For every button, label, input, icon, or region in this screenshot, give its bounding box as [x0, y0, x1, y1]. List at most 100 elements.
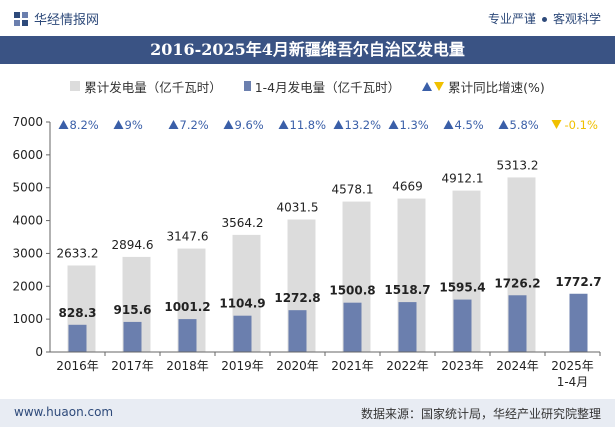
slogan-left: 专业严谨 — [487, 12, 536, 26]
y-tick-label: 4000 — [12, 214, 43, 228]
slogan-dot-icon — [541, 17, 547, 22]
y-tick-label: 0 — [35, 345, 43, 359]
growth-annotation: 4.5% — [443, 118, 484, 132]
brand-name: 华经情报网 — [34, 13, 100, 28]
growth-up-arrow-icon — [113, 120, 124, 129]
legend-label-total: 累计发电量（亿千瓦时） — [84, 79, 222, 95]
data-label-ytd: 1104.9 — [219, 297, 265, 311]
x-tick-label: 2021年 — [331, 359, 374, 373]
growth-down-arrow-icon — [551, 120, 562, 129]
legend-swatch-total — [70, 81, 81, 91]
growth-up-arrow-icon — [168, 120, 179, 129]
legend-label-ytd: 1-4月发电量（亿千瓦时） — [254, 79, 401, 95]
data-label-total: 5313.2 — [497, 158, 539, 172]
legend-item-total: 累计发电量（亿千瓦时） — [70, 77, 222, 96]
growth-label: -0.1% — [565, 118, 598, 132]
x-tick-label: 2019年 — [221, 359, 264, 373]
top-bar: 华经情报网 专业严谨 客观科学 — [0, 0, 615, 36]
y-tick-label: 1000 — [12, 312, 43, 326]
data-label-ytd: 915.6 — [114, 303, 152, 317]
bar-ytd — [569, 293, 588, 352]
data-label-ytd: 1772.7 — [555, 275, 601, 289]
x-tick-label: 2018年 — [166, 359, 209, 373]
data-label-ytd: 1518.7 — [384, 283, 430, 297]
data-label-total: 4912.1 — [442, 172, 484, 186]
growth-up-arrow-icon — [223, 120, 234, 129]
slogan: 专业严谨 客观科学 — [488, 10, 601, 27]
bar-ytd — [288, 310, 307, 352]
x-tick-label: 2024年 — [496, 359, 539, 373]
slogan-right: 客观科学 — [552, 12, 601, 26]
y-tick-label: 7000 — [12, 115, 43, 129]
data-label-ytd: 828.3 — [59, 306, 97, 320]
data-label-total: 4031.5 — [277, 201, 319, 215]
data-label-ytd: 1272.8 — [274, 291, 320, 305]
y-axis: 0 1000 2000 3000 4000 5000 6000 7000 — [12, 115, 51, 359]
data-label-total: 2894.6 — [112, 238, 154, 252]
data-label-total: 3147.6 — [167, 230, 209, 244]
x-axis: 2016年 2017年 2018年 2019年 2020年 2021年 2022年 2023年… — [50, 351, 601, 389]
growth-label: 4.5% — [455, 118, 484, 132]
x-tick-label: 2023年 — [441, 359, 484, 373]
brand: 华经情报网 — [14, 9, 99, 28]
growth-annotation: 7.2% — [168, 118, 209, 132]
growth-label: 5.8% — [510, 118, 539, 132]
bar-ytd — [178, 319, 197, 352]
legend-item-ytd: 1-4月发电量（亿千瓦时） — [243, 77, 401, 96]
data-label-total: 2633.2 — [57, 246, 99, 260]
bar-ytd — [123, 321, 142, 352]
footer-site: www.huaon.com — [14, 405, 114, 419]
bar-ytd — [343, 302, 362, 352]
legend-item-growth: 累计同比增速(%) — [422, 77, 545, 96]
data-label-ytd: 1726.2 — [494, 276, 540, 290]
growth-label: 11.8% — [290, 118, 327, 132]
growth-up-arrow-icon — [443, 120, 454, 129]
growth-label: 8.2% — [70, 118, 99, 132]
x-tick-label: 2025年 — [551, 359, 594, 373]
growth-annotation: 1.3% — [388, 118, 429, 132]
chart-title: 2016-2025年4月新疆维吾尔自治区发电量 — [0, 36, 615, 64]
growth-annotation: 9.6% — [223, 118, 264, 132]
data-label-total: 3564.2 — [222, 216, 264, 230]
growth-annotation: 9% — [113, 118, 143, 132]
growth-label: 9.6% — [235, 118, 264, 132]
y-tick-label: 6000 — [12, 148, 43, 162]
x-tick-label: 2016年 — [56, 359, 99, 373]
data-labels: 2633.2 828.3 2894.6 915.6 3147.6 1001.2 3564.2… — [57, 158, 602, 319]
bar-ytd — [68, 324, 87, 352]
x-tick-label: 1-4月 — [557, 375, 589, 389]
bar-ytd — [453, 299, 472, 352]
growth-annotation: 11.8% — [278, 118, 327, 132]
bars — [67, 177, 588, 352]
growth-label: 13.2% — [345, 118, 382, 132]
data-label-ytd: 1595.4 — [439, 281, 485, 295]
bar-ytd — [398, 302, 417, 352]
growth-up-arrow-icon — [278, 120, 289, 129]
y-tick-label: 2000 — [12, 279, 43, 293]
chart-plot: 0 1000 2000 3000 4000 5000 6000 7000 2633.2 828.… — [12, 115, 602, 389]
legend-triangle-icons — [422, 81, 445, 92]
bar-ytd — [233, 315, 252, 352]
growth-up-arrow-icon — [58, 120, 69, 129]
footer: www.huaon.com 数据来源：国家统计局，华经产业研究院整理 — [0, 399, 615, 427]
growth-up-arrow-icon — [498, 120, 509, 129]
x-tick-label: 2022年 — [386, 359, 429, 373]
x-tick-label: 2017年 — [111, 359, 154, 373]
growth-annotation: 8.2% — [58, 118, 99, 132]
y-tick-label: 3000 — [12, 246, 43, 260]
growth-labels: 8.2% 9% 7.2% 9.6% 11.8% 13.2% 1.3% 4.5% 5.8% -0.1… — [58, 118, 598, 132]
growth-annotation: 5.8% — [498, 118, 539, 132]
legend-label-growth: 累计同比增速(%) — [448, 79, 545, 95]
chart-legend: 累计发电量（亿千瓦时） 1-4月发电量（亿千瓦时） 累计同比增速(%) — [0, 76, 615, 96]
y-tick-label: 5000 — [12, 181, 43, 195]
x-tick-label: 2020年 — [276, 359, 319, 373]
growth-annotation: 13.2% — [333, 118, 382, 132]
data-label-total: 4578.1 — [332, 183, 374, 197]
growth-label: 7.2% — [180, 118, 209, 132]
data-label-ytd: 1001.2 — [164, 300, 210, 314]
legend-swatch-ytd — [243, 81, 251, 91]
brand-logo-icon — [14, 11, 28, 26]
growth-label: 1.3% — [400, 118, 429, 132]
growth-up-arrow-icon — [388, 120, 399, 129]
data-label-total: 4669 — [392, 180, 423, 194]
